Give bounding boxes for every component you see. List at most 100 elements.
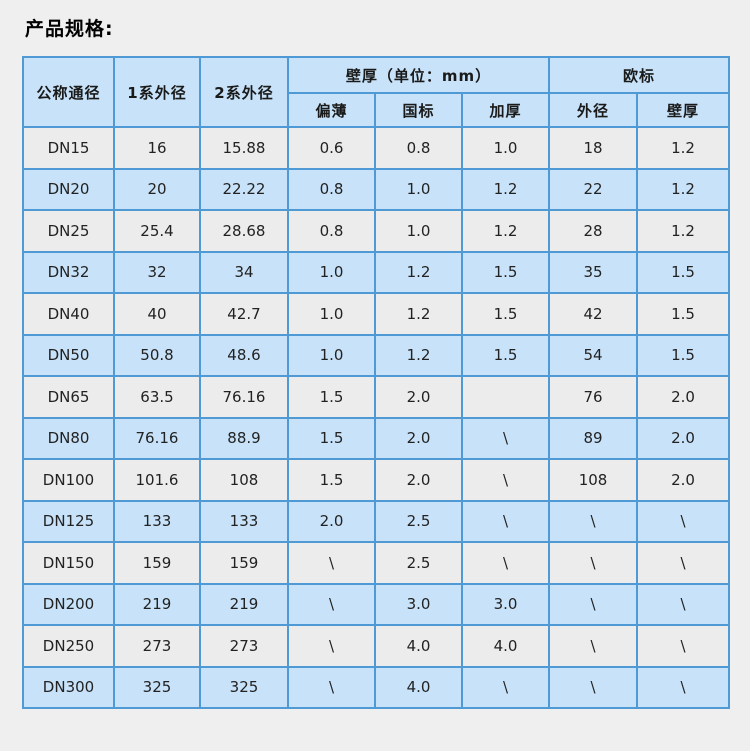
cell-dn: DN32 [22, 250, 115, 294]
cell-euro-od: \ [548, 624, 639, 668]
cell-series2: 22.22 [199, 167, 289, 211]
cell-euro-od: \ [548, 499, 639, 543]
cell-national: 2.5 [374, 541, 463, 585]
cell-euro-wall: \ [636, 541, 731, 585]
cell-series1: 101.6 [113, 458, 201, 502]
cell-series1: 325 [113, 665, 201, 709]
table-row: DN80 76.16 88.9 1.5 2.0 \ 89 2.0 [22, 416, 731, 460]
cell-thick [460, 375, 551, 419]
cell-thick: 1.5 [460, 250, 551, 294]
cell-euro-wall: \ [636, 665, 731, 709]
cell-thick: 4.0 [460, 624, 551, 668]
cell-dn: DN250 [22, 624, 115, 668]
cell-series1: 32 [113, 250, 201, 294]
cell-euro-od: 89 [548, 416, 639, 460]
header-nominal-diameter: 公称通径 [22, 56, 115, 128]
table-row: DN300 325 325 \ 4.0 \ \ \ [22, 665, 731, 709]
header-series1-outer-diameter: 1系外径 [113, 56, 201, 128]
cell-euro-od: \ [548, 665, 639, 709]
table-row: DN15 16 15.88 0.6 0.8 1.0 18 1.2 [22, 126, 731, 170]
cell-thin: 1.5 [287, 375, 376, 419]
cell-national: 1.2 [374, 292, 463, 336]
cell-euro-wall: 1.2 [636, 167, 731, 211]
cell-thin: 0.6 [287, 126, 376, 170]
cell-thin: \ [287, 582, 376, 626]
cell-thin: 1.5 [287, 458, 376, 502]
cell-series2: 42.7 [199, 292, 289, 336]
table-row: DN50 50.8 48.6 1.0 1.2 1.5 54 1.5 [22, 333, 731, 377]
cell-euro-od: 42 [548, 292, 639, 336]
cell-series2: 28.68 [199, 209, 289, 253]
cell-series2: 133 [199, 499, 289, 543]
cell-thick: 3.0 [460, 582, 551, 626]
cell-dn: DN300 [22, 665, 115, 709]
header-series2-outer-diameter: 2系外径 [199, 56, 289, 128]
cell-thin: 1.0 [287, 333, 376, 377]
cell-euro-wall: 1.5 [636, 250, 731, 294]
cell-euro-od: 35 [548, 250, 639, 294]
cell-series1: 50.8 [113, 333, 201, 377]
cell-dn: DN125 [22, 499, 115, 543]
cell-national: 0.8 [374, 126, 463, 170]
cell-thick: 1.0 [460, 126, 551, 170]
cell-series2: 34 [199, 250, 289, 294]
cell-thin: 1.0 [287, 250, 376, 294]
cell-euro-wall: 1.2 [636, 126, 731, 170]
cell-series1: 133 [113, 499, 201, 543]
cell-thick: 1.2 [460, 167, 551, 211]
cell-euro-wall: 2.0 [636, 375, 731, 419]
cell-thick: 1.2 [460, 209, 551, 253]
header-euro-outer-diameter: 外径 [548, 92, 639, 128]
cell-thin: \ [287, 665, 376, 709]
header-national-standard: 国标 [374, 92, 463, 128]
cell-series1: 76.16 [113, 416, 201, 460]
cell-euro-wall: \ [636, 499, 731, 543]
cell-national: 1.0 [374, 167, 463, 211]
cell-dn: DN100 [22, 458, 115, 502]
cell-national: 1.2 [374, 250, 463, 294]
cell-series2: 219 [199, 582, 289, 626]
cell-national: 1.2 [374, 333, 463, 377]
cell-dn: DN40 [22, 292, 115, 336]
cell-series1: 25.4 [113, 209, 201, 253]
cell-thick: \ [460, 458, 551, 502]
table-row: DN65 63.5 76.16 1.5 2.0 76 2.0 [22, 375, 731, 419]
cell-euro-wall: 1.5 [636, 333, 731, 377]
table-row: DN32 32 34 1.0 1.2 1.5 35 1.5 [22, 250, 731, 294]
header-thin: 偏薄 [287, 92, 376, 128]
cell-thin: 0.8 [287, 167, 376, 211]
header-thickened: 加厚 [460, 92, 551, 128]
cell-thin: 1.5 [287, 416, 376, 460]
cell-euro-wall: 1.5 [636, 292, 731, 336]
table-row: DN40 40 42.7 1.0 1.2 1.5 42 1.5 [22, 292, 731, 336]
cell-series2: 88.9 [199, 416, 289, 460]
cell-series1: 273 [113, 624, 201, 668]
cell-national: 2.0 [374, 416, 463, 460]
cell-euro-od: 108 [548, 458, 639, 502]
cell-series1: 16 [113, 126, 201, 170]
cell-euro-wall: 1.2 [636, 209, 731, 253]
cell-series2: 273 [199, 624, 289, 668]
header-euro-standard-group: 欧标 [548, 56, 731, 94]
cell-dn: DN65 [22, 375, 115, 419]
cell-euro-od: 28 [548, 209, 639, 253]
cell-thin: \ [287, 541, 376, 585]
cell-national: 2.5 [374, 499, 463, 543]
table-row: DN25 25.4 28.68 0.8 1.0 1.2 28 1.2 [22, 209, 731, 253]
cell-national: 4.0 [374, 665, 463, 709]
cell-thin: 0.8 [287, 209, 376, 253]
table-row: DN20 20 22.22 0.8 1.0 1.2 22 1.2 [22, 167, 731, 211]
header-euro-wall-thickness: 壁厚 [636, 92, 731, 128]
cell-dn: DN80 [22, 416, 115, 460]
cell-euro-wall: 2.0 [636, 416, 731, 460]
cell-series2: 108 [199, 458, 289, 502]
cell-dn: DN20 [22, 167, 115, 211]
header-wall-thickness-group: 壁厚（单位：mm） [286, 56, 551, 94]
cell-national: 2.0 [374, 375, 463, 419]
cell-dn: DN150 [22, 541, 115, 585]
cell-thick: \ [460, 499, 551, 543]
cell-dn: DN25 [22, 209, 115, 253]
page-title: 产品规格: [25, 18, 114, 40]
cell-series1: 20 [113, 167, 201, 211]
cell-series1: 219 [113, 582, 201, 626]
